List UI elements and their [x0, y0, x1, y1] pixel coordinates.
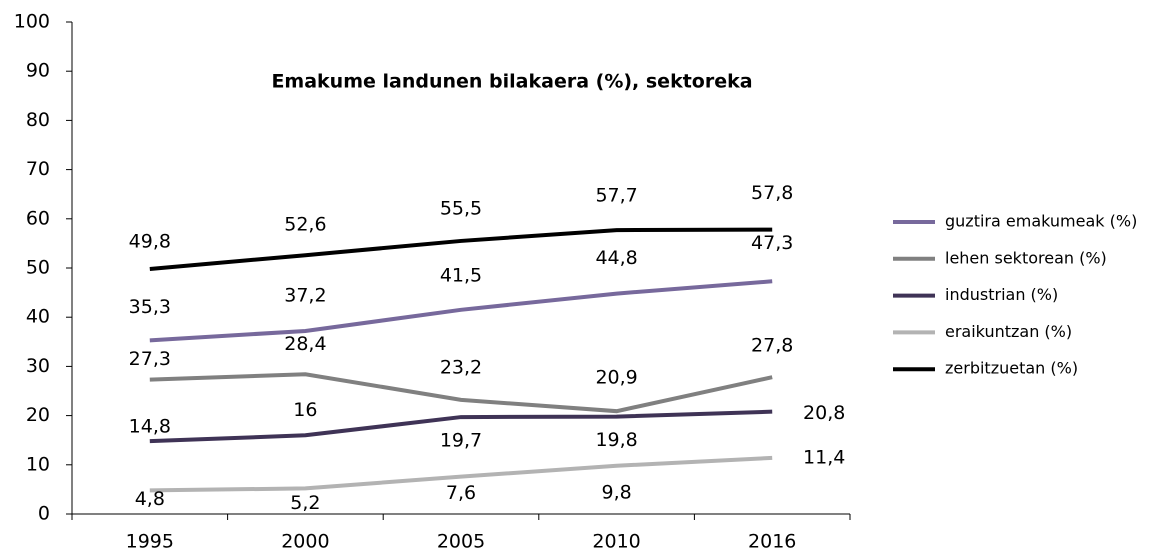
y-tick-label: 10 — [26, 453, 50, 475]
data-label: 49,8 — [129, 230, 171, 252]
data-label: 9,8 — [601, 481, 631, 503]
data-label: 7,6 — [446, 482, 476, 504]
series-line — [149, 279, 773, 343]
data-label: 55,5 — [440, 197, 482, 219]
data-label: 20,9 — [595, 367, 637, 389]
y-tick-label: 70 — [26, 158, 50, 180]
legend-label: guztira emakumeak (%) — [945, 212, 1137, 231]
y-tick-label: 60 — [26, 207, 50, 229]
data-label: 23,2 — [440, 356, 482, 378]
x-tick-label: 2010 — [592, 531, 640, 553]
data-label: 28,4 — [284, 333, 326, 355]
legend-label: zerbitzuetan (%) — [945, 359, 1078, 378]
data-label: 27,8 — [751, 335, 793, 357]
series-line — [149, 409, 773, 444]
data-label: 41,5 — [440, 264, 482, 286]
y-tick-label: 90 — [26, 60, 50, 82]
data-label: 27,3 — [129, 348, 171, 370]
y-tick-label: 100 — [14, 11, 50, 33]
series-line — [149, 455, 773, 493]
y-tick-label: 50 — [26, 257, 50, 279]
data-label: 14,8 — [129, 416, 171, 438]
legend-label: eraikuntzan (%) — [945, 322, 1072, 341]
data-label: 19,8 — [595, 429, 637, 451]
x-tick-label: 2000 — [281, 531, 329, 553]
legend-label: industrian (%) — [945, 285, 1058, 304]
y-tick-label: 40 — [26, 306, 50, 328]
legend-label: lehen sektorean (%) — [945, 248, 1107, 267]
data-label: 57,7 — [595, 185, 637, 207]
x-tick-label: 1995 — [126, 531, 174, 553]
x-tick-label: 2016 — [748, 531, 796, 553]
series-line — [149, 372, 773, 414]
data-label: 19,7 — [440, 430, 482, 452]
data-label: 5,2 — [290, 492, 320, 514]
chart-title: Emakume landunen bilakaera (%), sektorek… — [271, 71, 752, 93]
data-label: 52,6 — [284, 214, 326, 236]
y-tick-label: 30 — [26, 355, 50, 377]
y-tick-label: 0 — [38, 503, 50, 525]
data-label: 11,4 — [803, 446, 845, 468]
data-label: 57,8 — [751, 182, 793, 204]
data-label: 16 — [293, 399, 317, 421]
data-label: 35,3 — [129, 296, 171, 318]
y-tick-label: 20 — [26, 404, 50, 426]
data-label: 20,8 — [803, 402, 845, 424]
x-tick-label: 2005 — [437, 531, 485, 553]
y-tick-label: 80 — [26, 109, 50, 131]
data-label: 47,3 — [751, 232, 793, 254]
data-label: 44,8 — [595, 247, 637, 269]
series-line — [149, 227, 773, 271]
data-label: 37,2 — [284, 284, 326, 306]
data-label: 4,8 — [135, 488, 165, 510]
